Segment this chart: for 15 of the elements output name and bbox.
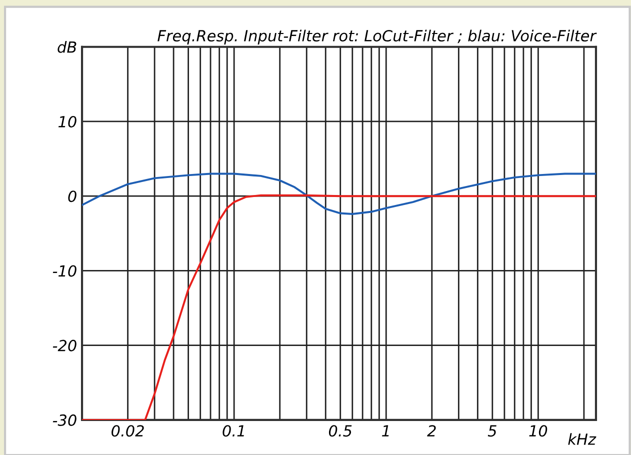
x-tick-label: 0.5	[328, 425, 352, 437]
y-tick-label: -30	[52, 414, 76, 426]
x-tick-label: 2	[427, 425, 436, 436]
y-tick-label: -10	[52, 265, 76, 277]
y-tick-label: 10	[58, 116, 76, 128]
x-tick-label: 1	[382, 425, 389, 436]
x-axis-title: kHz	[568, 433, 596, 445]
x-tick-label: 0.1	[222, 425, 244, 437]
y-tick-label: -20	[52, 340, 76, 352]
x-tick-label: 5	[488, 425, 496, 437]
x-tick-label: 10	[529, 425, 548, 437]
x-tick-label: 0.02	[112, 425, 144, 437]
y-tick-label: dB	[58, 41, 76, 53]
chart-title: Freq.Resp. Input-Filter rot: LoCut-Filter ; blau: Voice-Filter	[158, 30, 597, 44]
y-tick-label: 0	[68, 190, 76, 202]
